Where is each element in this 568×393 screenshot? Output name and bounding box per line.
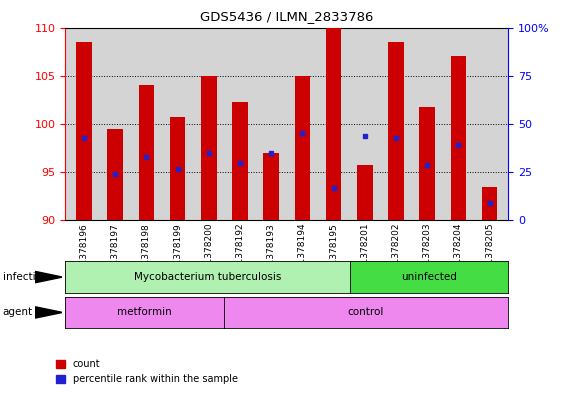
Legend: count, percentile rank within the sample: count, percentile rank within the sample [56,359,237,384]
Bar [170,117,185,220]
Bar [450,56,466,220]
Bar [389,42,404,220]
Bar [76,42,92,220]
Bar [482,187,498,220]
Polygon shape [35,272,62,283]
Bar [419,107,435,220]
Text: metformin: metformin [117,307,172,318]
Bar [107,129,123,220]
Bar [232,102,248,220]
Polygon shape [35,307,62,318]
Text: control: control [348,307,384,318]
Bar [357,165,373,220]
Bar [139,85,154,220]
Text: Mycobacterium tuberculosis: Mycobacterium tuberculosis [134,272,281,282]
Text: agent: agent [3,307,33,318]
Text: uninfected: uninfected [402,272,457,282]
Text: infection: infection [3,272,48,282]
Text: GDS5436 / ILMN_2833786: GDS5436 / ILMN_2833786 [200,10,374,23]
Bar [295,75,310,220]
Bar [264,152,279,220]
Bar [326,28,341,220]
Bar [201,75,216,220]
